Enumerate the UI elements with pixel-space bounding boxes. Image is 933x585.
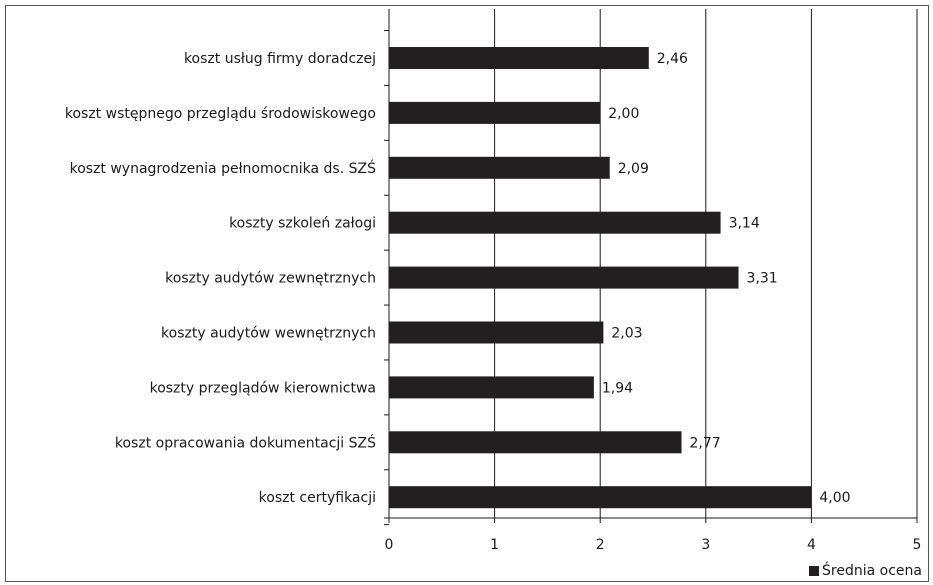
legend-label: Średnia ocena <box>822 563 922 579</box>
value-label-7: 2,77 <box>690 435 721 451</box>
bar-1 <box>389 101 601 124</box>
bar-6 <box>389 376 594 399</box>
legend-swatch <box>809 566 820 576</box>
value-label-1: 2,00 <box>608 106 639 122</box>
x-tick-label-2: 2 <box>596 537 605 553</box>
chart-frame: 0 1 2 3 4 5 koszt usług firmy doradczej 2,46 kos… <box>5 5 929 582</box>
value-label-5: 2,03 <box>611 326 642 342</box>
bar-0 <box>389 47 649 69</box>
category-label-1: koszt wstępnego przeglądu środowiskowego <box>65 106 376 122</box>
bar-4 <box>389 266 739 289</box>
category-label-4: koszty audytów zewnętrznych <box>165 271 376 287</box>
category-label-6: koszty przeglądów kierownictwa <box>150 380 376 396</box>
x-tick-label-1: 1 <box>490 537 499 553</box>
x-tick-label-5: 5 <box>913 537 922 553</box>
category-label-5: koszty audytów wewnętrznych <box>161 326 376 342</box>
legend: Średnia ocena <box>809 563 922 579</box>
value-label-8: 4,00 <box>819 490 850 506</box>
value-label-2: 2,09 <box>618 161 649 177</box>
category-label-8: koszt certyfikacji <box>259 490 376 506</box>
category-label-0: koszt usług firmy doradczej <box>184 51 376 67</box>
category-label-3: koszty szkoleń załogi <box>229 216 376 232</box>
category-label-7: koszt opracowania dokumentacji SZŚ <box>115 433 376 451</box>
x-tick-label-4: 4 <box>807 537 816 553</box>
value-label-6: 1,94 <box>602 380 633 396</box>
bar-5 <box>389 321 604 344</box>
x-tick-label-0: 0 <box>385 537 394 553</box>
bar-8 <box>389 486 812 509</box>
value-label-3: 3,14 <box>729 216 760 232</box>
bar-2 <box>389 156 610 179</box>
value-label-4: 3,31 <box>747 271 778 287</box>
value-label-0: 2,46 <box>657 51 688 67</box>
bar-chart: 0 1 2 3 4 5 koszt usług firmy doradczej 2,46 kos… <box>65 9 922 553</box>
x-tick-label-3: 3 <box>701 537 710 553</box>
category-label-2: koszt wynagrodzenia pełnomocnika ds. SZŚ <box>70 159 377 177</box>
bar-3 <box>389 211 721 234</box>
bar-7 <box>389 431 682 454</box>
